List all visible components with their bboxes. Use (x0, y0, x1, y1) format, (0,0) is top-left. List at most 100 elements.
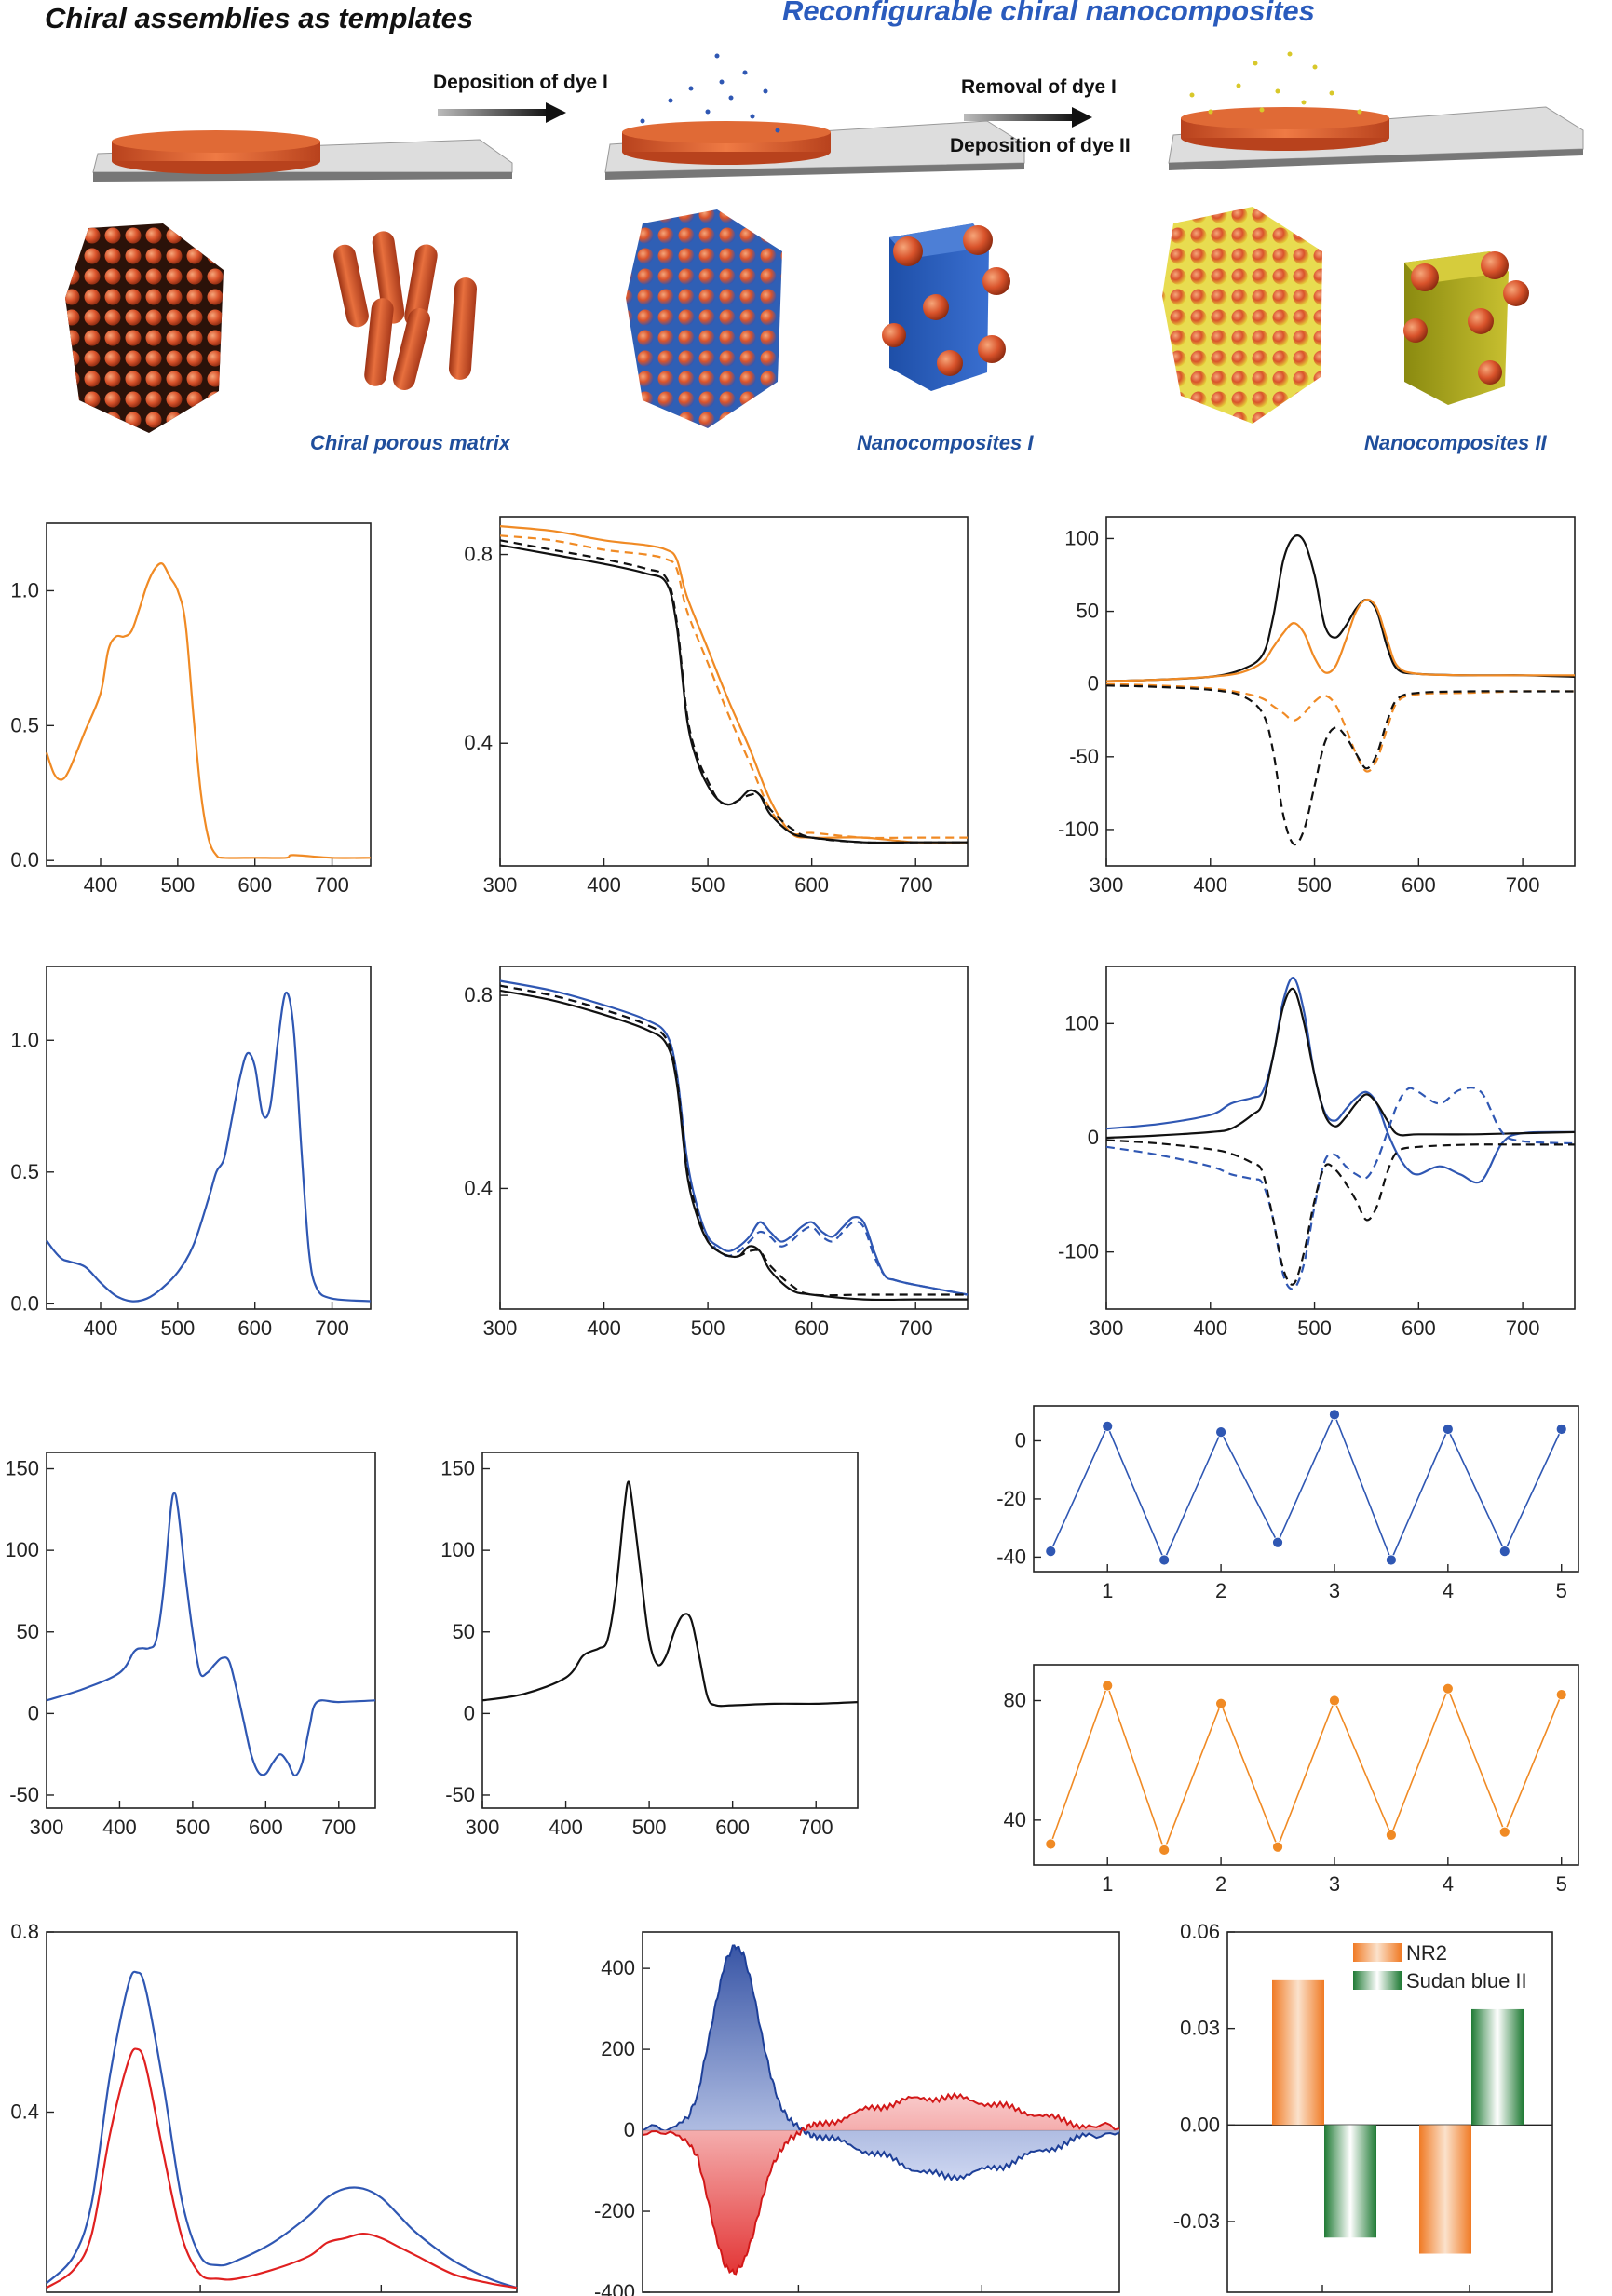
x-tick-label: 500 (1297, 1317, 1332, 1340)
legend-label: Sudan blue II (1406, 1969, 1527, 1992)
x-tick-label: 700 (1506, 873, 1540, 897)
series-line-orange (45, 562, 372, 859)
plot-frame (499, 966, 969, 1310)
data-point (1329, 1409, 1340, 1421)
x-tick-label: 700 (799, 1816, 833, 1839)
x-tick-label: 5 (1556, 1872, 1567, 1896)
arrow-1 (438, 102, 566, 123)
y-tick-label: 0.5 (10, 713, 39, 736)
x-tick-label: 700 (899, 873, 933, 897)
chart-cd-dye2: -100 0 100 300 400 500 600 700 (1058, 966, 1576, 1340)
y-tick-label: 50 (17, 1620, 39, 1643)
y-tick-label: 100 (1064, 1011, 1099, 1034)
legend-label: NR2 (1406, 1941, 1447, 1965)
y-tick-label: -200 (594, 2199, 635, 2222)
caption-nanocomposites-1: Nanocomposites I (857, 431, 1034, 454)
x-tick-label: 400 (587, 1317, 621, 1340)
data-point (1102, 1420, 1114, 1432)
data-point (1329, 1695, 1340, 1707)
data-point (1498, 1826, 1510, 1838)
series-line-black (481, 1480, 859, 1708)
y-tick-label: 0.5 (10, 1160, 39, 1183)
x-tick-label: 600 (249, 1816, 283, 1839)
y-tick-label: 0.4 (10, 2100, 39, 2124)
data-point (1386, 1830, 1397, 1841)
x-tick-label: 1 (1102, 1579, 1113, 1602)
bar-nr2 (1419, 2125, 1471, 2254)
dye1-particles (640, 53, 780, 133)
x-tick-label: 300 (30, 1816, 64, 1839)
x-tick-label: 300 (1090, 1317, 1124, 1340)
series-line-black (499, 544, 968, 844)
x-tick-label: 2 (1215, 1579, 1226, 1602)
y-tick-label: 0 (1088, 1126, 1099, 1149)
data-point (1158, 1844, 1171, 1856)
y-tick-label: 100 (440, 1538, 475, 1561)
plot-frame (1033, 1664, 1579, 1866)
series-line-orange (1105, 598, 1575, 682)
x-tick-label: 400 (102, 1816, 137, 1839)
step1-label: Deposition of dye I (433, 72, 608, 93)
x-tick-label: 700 (315, 1317, 349, 1340)
series-line-blue (499, 979, 969, 1296)
series-line-blue-dashed (1105, 1087, 1576, 1290)
series-line-black-dashed (499, 539, 968, 844)
y-tick-label: 40 (1004, 1808, 1026, 1831)
series-line-blue (46, 1970, 518, 2289)
series-line-blue (642, 1944, 1120, 2181)
y-tick-label: 0 (1088, 672, 1099, 696)
y-tick-label: 50 (453, 1620, 475, 1643)
x-tick-label: 700 (1506, 1317, 1540, 1340)
rod-bundle (333, 231, 477, 391)
data-point (1045, 1838, 1057, 1850)
x-tick-label: 2 (1215, 1872, 1226, 1896)
nanocomposite-cube-yellow (1403, 251, 1529, 405)
chart-cd-sub-black: -50 0 50 100 150 300 400 500 600 700 (440, 1452, 859, 1839)
y-tick-label: 0.8 (464, 983, 493, 1006)
x-tick-label: 400 (587, 873, 621, 897)
x-tick-label: 300 (1090, 873, 1124, 897)
y-tick-label: 0.03 (1180, 2017, 1220, 2040)
hex-matrix-3 (1162, 207, 1322, 424)
chart-abs-final: 0.40.8600700 (10, 1920, 518, 2293)
y-tick-label: -50 (1069, 745, 1099, 768)
nanocomposite-cube-blue (882, 223, 1010, 391)
series-line-red (642, 2091, 1120, 2276)
series-line-black (1105, 987, 1576, 1140)
plot-frame (1033, 1405, 1579, 1573)
y-tick-label: 0.0 (10, 1291, 39, 1315)
bar-nr2 (1272, 1979, 1324, 2126)
arrow-2 (964, 107, 1092, 128)
left-title: Chiral assemblies as templates (45, 2, 473, 34)
x-tick-label: 500 (691, 1317, 725, 1340)
caption-nanocomposites-2: Nanocomposites II (1364, 431, 1547, 454)
area-fill-blue (643, 1945, 1119, 2181)
series-line-orange-dashed (1105, 682, 1576, 773)
data-point (1386, 1554, 1397, 1566)
y-tick-label: 0.06 (1180, 1920, 1220, 1943)
legend-swatch (1353, 1971, 1402, 1990)
plot-frame (499, 516, 969, 867)
y-tick-label: 1.0 (10, 1028, 39, 1051)
y-tick-label: -100 (1058, 1240, 1099, 1263)
hex-matrix-1 (65, 223, 224, 433)
y-tick-label: -50 (9, 1783, 39, 1806)
x-tick-label: 600 (794, 873, 829, 897)
chart-abs-dye2: 0.0 0.5 1.0 400 500 600 700 (10, 966, 372, 1340)
chart-ext-dye1: 0.4 0.8 300 400 500 600 700 (464, 516, 969, 897)
x-tick-label: 500 (632, 1816, 667, 1839)
chart-cd-final: -400-2000200400600700 (594, 1931, 1120, 2296)
x-tick-label: 400 (84, 873, 118, 897)
plot-frame (46, 1931, 518, 2293)
series-line-black (499, 989, 968, 1302)
y-tick-label: 1.0 (10, 578, 39, 601)
x-tick-label: 600 (1402, 1317, 1436, 1340)
y-tick-label: 150 (440, 1457, 475, 1480)
y-tick-label: 50 (1077, 600, 1099, 623)
y-tick-label: 100 (5, 1538, 39, 1561)
x-tick-label: 300 (483, 1317, 518, 1340)
y-tick-label: 100 (1064, 526, 1099, 549)
chart-cd-sub-blue: -50 0 50 100 150 300 400 500 600 700 (5, 1452, 376, 1839)
x-tick-label: 400 (1193, 1317, 1227, 1340)
